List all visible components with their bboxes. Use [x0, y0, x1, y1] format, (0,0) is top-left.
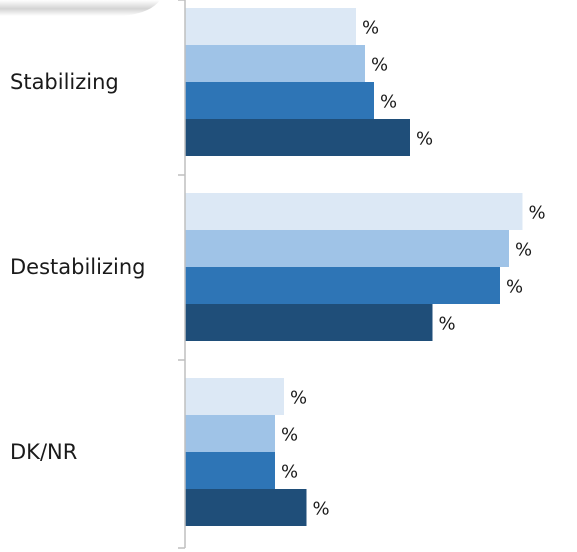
bar-destabilizing-series-4 — [185, 304, 433, 341]
bar-dk-nr-series-1 — [185, 378, 284, 415]
bar-stabilizing-series-4 — [185, 119, 410, 156]
bar-dk-nr-series-2 — [185, 415, 275, 452]
data-label: % — [380, 92, 397, 113]
bar-dk-nr-series-3 — [185, 452, 275, 489]
bar-destabilizing-series-3 — [185, 267, 500, 304]
data-label: % — [290, 388, 307, 409]
data-label: % — [281, 425, 298, 446]
bar-stabilizing-series-3 — [185, 82, 374, 119]
data-label: % — [529, 203, 546, 224]
data-label: % — [515, 240, 532, 261]
bar-dk-nr-series-4 — [185, 489, 307, 526]
category-label: Destabilizing — [10, 255, 145, 279]
bar-stabilizing-series-2 — [185, 45, 365, 82]
bar-destabilizing-series-2 — [185, 230, 509, 267]
bar-destabilizing-series-1 — [185, 193, 523, 230]
data-label: % — [416, 129, 433, 150]
data-label: % — [362, 18, 379, 39]
decorative-shadow — [0, 0, 160, 16]
data-label: % — [439, 314, 456, 335]
data-label: % — [371, 55, 388, 76]
bar-stabilizing-series-1 — [185, 8, 356, 45]
data-label: % — [313, 499, 330, 520]
data-label: % — [506, 277, 523, 298]
category-label: Stabilizing — [10, 70, 119, 94]
data-label: % — [281, 462, 298, 483]
category-label: DK/NR — [10, 440, 77, 464]
